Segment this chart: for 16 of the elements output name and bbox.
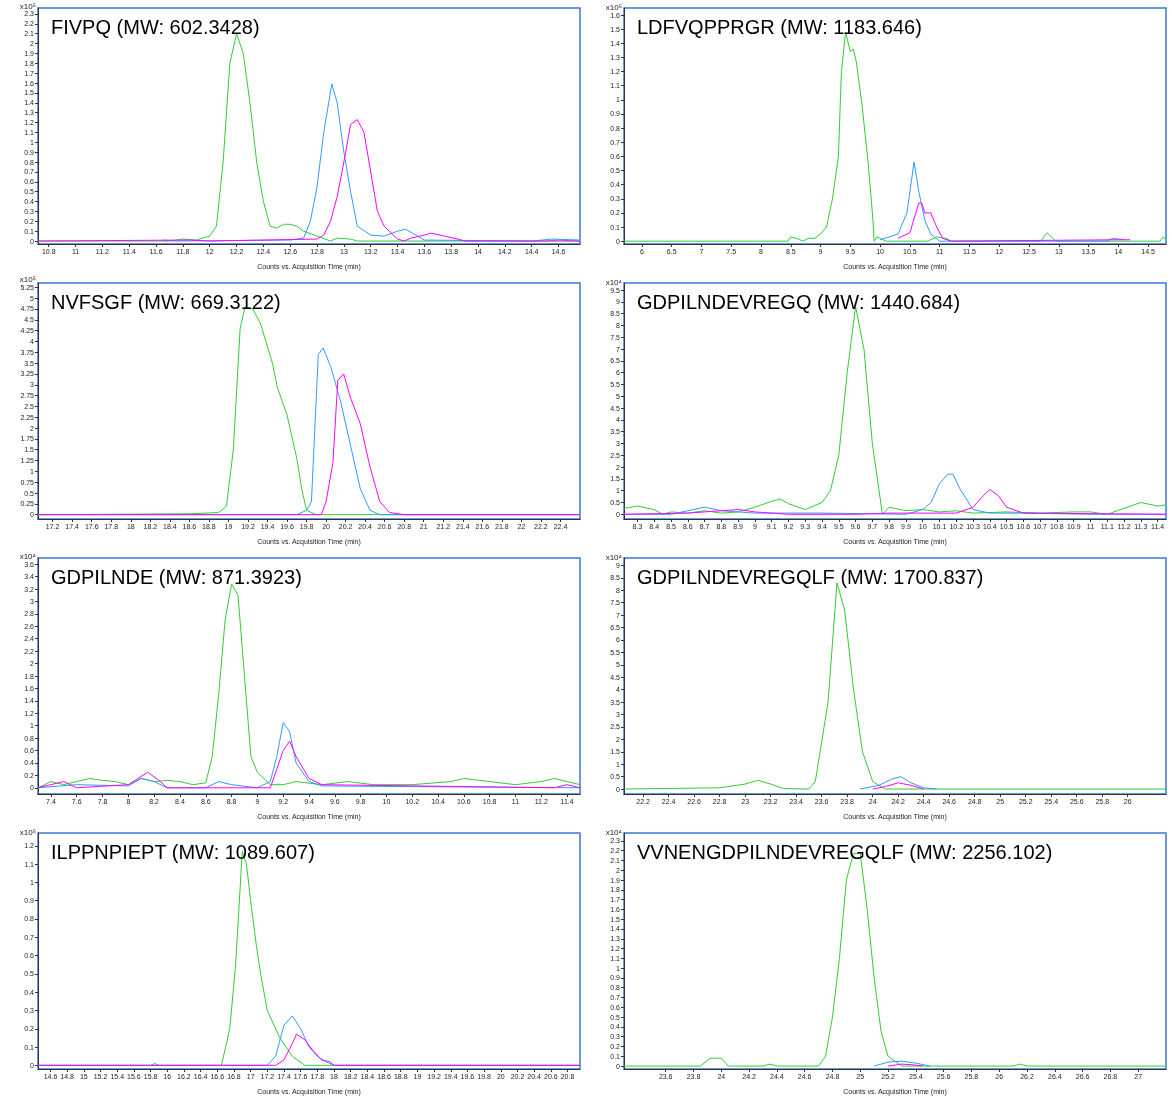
y-axis-title: x10⁵ [19,827,36,837]
y-axis-title: x10⁵ [19,275,36,285]
y-axis-title: x10⁴ [19,552,37,562]
y-axis-title: x10⁴ [605,552,623,562]
y-axis-title: x10⁵ [19,2,36,12]
chart-title: LDFVQPPRGR (MW: 1183.646) [637,16,922,38]
chart-title: NVFSGF (MW: 669.3122) [51,291,281,313]
chart-title: FIVPQ (MW: 602.3428) [51,16,260,38]
chart-title: ILPPNPIEPT (MW: 1089.607) [51,841,315,863]
y-axis-title: x10⁴ [605,827,623,837]
chart-title: GDPILNDE (MW: 871.3923) [51,566,302,588]
chart-title: VVNENGDPILNDEVREGQLF (MW: 2256.102) [637,841,1053,863]
y-axis-title: x10⁴ [605,277,623,287]
chart-title: GDPILNDEVREGQLF (MW: 1700.837) [637,566,984,588]
chart-title: GDPILNDEVREGQ (MW: 1440.684) [637,291,961,313]
y-axis-title: x10⁵ [605,2,622,12]
